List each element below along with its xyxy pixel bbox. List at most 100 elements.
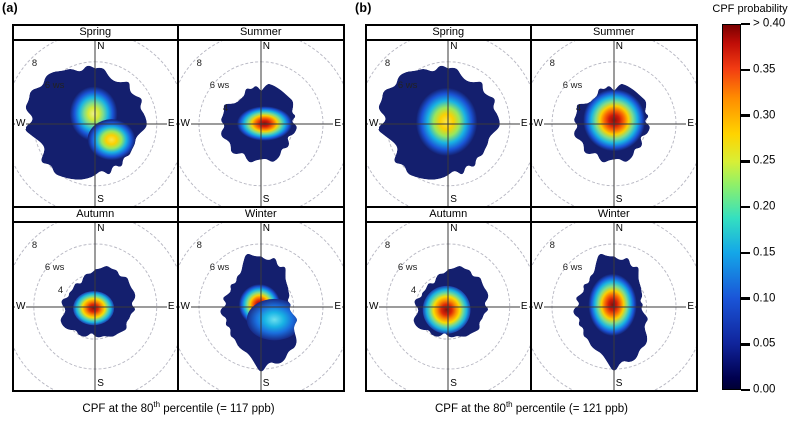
direction-label-e: E: [519, 300, 529, 312]
polar-plot: N S W E 8 6 ws 4: [14, 223, 177, 390]
polar-axis-horizontal: [367, 123, 530, 124]
direction-label-e: E: [166, 117, 176, 129]
cpf-density-surface: [532, 223, 697, 390]
colorbar-tick: [741, 22, 750, 26]
direction-label-w: W: [179, 300, 191, 312]
wind-speed-ring-label: 4: [222, 102, 229, 114]
panel-b-caption: CPF at the 80th percentile (= 121 ppb): [365, 400, 698, 415]
polar-plot: N S W E 8 6 ws: [14, 41, 177, 206]
colorbar-tick: [741, 114, 750, 117]
polar-plot: N S W E 8 6 ws: [531, 223, 697, 390]
direction-label-s: S: [449, 378, 458, 389]
direction-label-s: S: [96, 378, 105, 389]
direction-label-w: W: [368, 300, 380, 312]
colorbar-tick-label: 0.35: [753, 63, 776, 75]
colorbar-tick-label: 0.10: [753, 291, 776, 304]
direction-label-s: S: [261, 194, 271, 205]
plot-cell-b-spring: Spring N S W E 8 6 ws: [367, 26, 532, 208]
direction-label-w: W: [532, 300, 544, 312]
plot-title-autumn: Autumn: [14, 208, 177, 223]
colorbar-tick-label: 0.05: [753, 337, 776, 350]
wind-speed-ring-label: 6 ws: [209, 262, 230, 274]
polar-axis-horizontal: [178, 306, 343, 307]
wind-speed-ring-label: 6 ws: [562, 262, 583, 274]
direction-label-e: E: [333, 300, 342, 312]
plot-title-winter: Winter: [531, 208, 696, 223]
caption-a-sup: th: [153, 400, 161, 409]
polar-axis-horizontal: [178, 123, 343, 124]
caption-a-prefix: CPF at the 80: [82, 402, 154, 415]
colorbar-tick: [741, 68, 750, 72]
cpf-density-surface: [367, 41, 530, 206]
colorbar-tick: [741, 251, 750, 255]
plot-cell-b-autumn: Autumn N S W E 8 6 ws 4: [367, 208, 532, 390]
polar-plot: N S W E 8 6 ws: [178, 223, 344, 390]
wind-speed-ring-label: 8: [196, 240, 202, 252]
colorbar-tick-label: 0.20: [753, 200, 776, 213]
caption-a-suffix: percentile (= 117 ppb): [160, 402, 275, 415]
direction-label-s: S: [449, 194, 458, 205]
colorbar-tick-label: 0.15: [753, 246, 776, 258]
direction-label-s: S: [614, 194, 624, 205]
direction-label-n: N: [96, 41, 106, 52]
wind-speed-ring-label: 4: [575, 102, 582, 114]
direction-label-n: N: [614, 223, 624, 234]
plot-cell-a-summer: Summer N S W E 8 6 ws 4: [178, 26, 343, 208]
wind-speed-ring-label: 6 ws: [209, 79, 230, 91]
cpf-density-surface: [14, 41, 177, 206]
colorbar-title: CPF probability: [712, 3, 788, 15]
caption-b-sup: th: [505, 400, 513, 409]
direction-label-n: N: [449, 41, 459, 52]
direction-label-w: W: [15, 117, 27, 129]
wind-speed-ring-label: 8: [384, 240, 391, 252]
plot-cell-b-winter: Winter N S W E 8 6 ws: [531, 208, 697, 390]
plot-title-summer: Summer: [178, 26, 343, 41]
polar-axis-horizontal: [531, 123, 696, 124]
colorbar-tick-label: 0.30: [753, 108, 776, 121]
direction-label-s: S: [261, 378, 271, 389]
wind-speed-ring-label: 8: [196, 58, 202, 70]
direction-label-w: W: [15, 300, 27, 312]
polar-axis-horizontal: [531, 306, 696, 307]
colorbar-tick: [741, 297, 750, 300]
wind-speed-ring-label: 4: [57, 285, 64, 297]
plot-cell-a-spring: Spring N S W E 8 6 ws: [14, 26, 179, 208]
plot-title-summer: Summer: [531, 26, 696, 41]
plot-cell-a-winter: Winter N S W E 8 6 ws: [178, 208, 344, 390]
polar-plot: N S W E 8 6 ws 4: [178, 41, 343, 206]
direction-label-w: W: [532, 117, 544, 129]
colorbar-tick-label: 0.25: [753, 154, 776, 167]
wind-speed-ring-label: 8: [384, 58, 391, 70]
cpf-density-surface: [179, 223, 344, 390]
direction-label-e: E: [519, 117, 529, 129]
wind-speed-ring-label: 8: [31, 240, 38, 252]
polar-axis-horizontal: [14, 123, 177, 124]
polar-axis-horizontal: [14, 306, 177, 307]
wind-speed-ring-label: 6 ws: [397, 79, 418, 91]
panel-a-caption: CPF at the 80th percentile (= 117 ppb): [12, 400, 345, 415]
plot-title-winter: Winter: [178, 208, 343, 223]
wind-speed-ring-label: 6 ws: [397, 262, 418, 274]
polar-plot: N S W E 8 6 ws 4: [367, 223, 530, 390]
direction-label-e: E: [166, 300, 176, 312]
direction-label-n: N: [614, 41, 624, 52]
direction-label-w: W: [368, 117, 380, 129]
direction-label-n: N: [449, 223, 459, 234]
wind-speed-ring-label: 8: [31, 58, 38, 70]
polar-plot: N S W E 8 6 ws 4: [531, 41, 696, 206]
direction-label-s: S: [96, 194, 105, 205]
panel-a-plot-grid: Spring N S W E 8 6 ws Summer N S W E 8 6 ws 4 Autumn N S W…: [12, 24, 345, 392]
direction-label-n: N: [261, 223, 271, 234]
colorbar-tick: [741, 160, 750, 163]
caption-b-suffix: percentile (= 121 ppb): [512, 402, 629, 415]
colorbar-tick-label: > 0.40: [753, 17, 786, 30]
plot-title-spring: Spring: [367, 26, 530, 41]
wind-speed-ring-label: 8: [549, 240, 555, 252]
colorbar-tick: [741, 388, 750, 392]
cpf-density-surface: [367, 223, 530, 390]
colorbar-tick-label: 0.00: [753, 383, 776, 396]
panel-b-plot-grid: Spring N S W E 8 6 ws Summer N S W E 8 6 ws 4 Autumn N S W…: [365, 24, 698, 392]
direction-label-e: E: [333, 117, 342, 129]
polar-axis-horizontal: [367, 306, 530, 307]
colorbar-tick: [741, 205, 750, 209]
